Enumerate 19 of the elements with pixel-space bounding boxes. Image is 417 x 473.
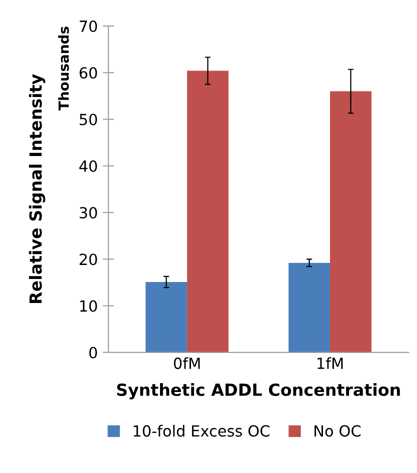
y-tick-label: 10 [80, 300, 97, 312]
y-tick-label: 50 [80, 114, 97, 126]
legend-label: No OC [314, 425, 361, 437]
y-tick-label: 0 [89, 346, 97, 358]
bar [288, 262, 330, 352]
x-tick-label: 0fM [174, 357, 200, 370]
bar [330, 91, 372, 352]
legend-label: 10-fold Excess OC [134, 424, 270, 437]
text: Thousands [58, 26, 69, 110]
y-tick-label: 20 [80, 254, 97, 266]
bar [187, 70, 229, 352]
y-tick-label: 70 [80, 20, 97, 32]
y-tick-label: 60 [80, 67, 97, 79]
y-tick-label: 40 [79, 160, 97, 172]
bar [146, 282, 188, 352]
y-tick-label: 30 [80, 206, 97, 219]
x-tick-label: 1fM [318, 357, 343, 369]
y-axis-title: Relative Signal Intensity [28, 74, 46, 304]
x-axis-title: Synthetic ADDL Concentration [117, 383, 400, 400]
